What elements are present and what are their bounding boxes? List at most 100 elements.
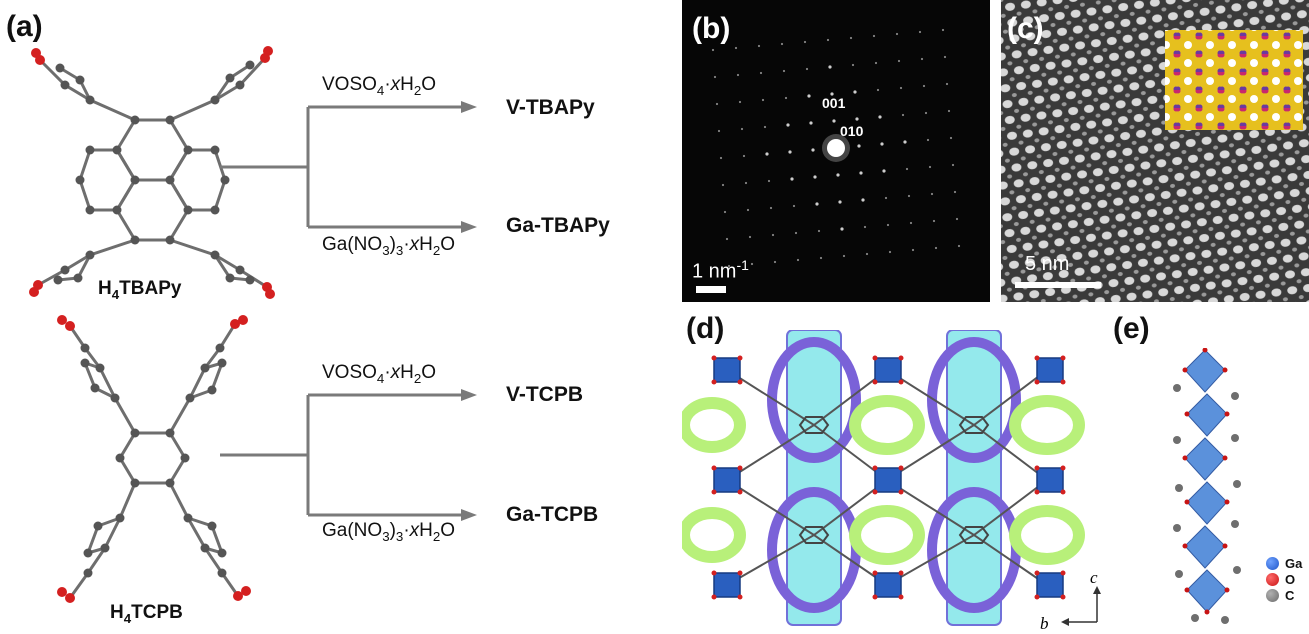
diffraction-spot xyxy=(757,44,761,48)
diffraction-spot xyxy=(809,121,813,125)
diffraction-spot xyxy=(907,194,911,198)
diffraction-spot xyxy=(817,229,821,233)
diffraction-spot xyxy=(786,123,790,127)
panel-a-label: (a) xyxy=(6,10,43,43)
tcpb-sub: 4 xyxy=(123,610,132,626)
scale-text: 1 nm xyxy=(692,260,737,283)
tbapy-rest: TBAPy xyxy=(119,278,182,299)
diffraction-spot xyxy=(746,208,750,212)
panel-c-label: (c) xyxy=(1007,12,1044,45)
product-ga-tbapy: Ga-TBAPy xyxy=(506,214,610,237)
product-ga-tcpb: Ga-TCPB xyxy=(506,503,599,526)
diffraction-scale-label: 1 nm-1 xyxy=(692,257,749,284)
legend-swatch-o xyxy=(1266,572,1279,586)
tbapy-molecule-label: H4TBAPy xyxy=(98,278,181,302)
diffraction-spot xyxy=(876,88,880,92)
product-v-tcpb: V-TCPB xyxy=(506,383,584,406)
hrtem-panel: (c) 5 nm xyxy=(1001,0,1309,302)
diffraction-spot xyxy=(782,69,786,73)
reagent-part: ) xyxy=(389,520,396,541)
diffraction-spot xyxy=(899,86,903,90)
reagent-part: 3 xyxy=(382,528,390,544)
reagent-part: ) xyxy=(389,234,396,255)
diffraction-spot xyxy=(955,217,959,221)
diffraction-spot xyxy=(830,92,834,96)
reagent-part: · xyxy=(384,74,391,95)
reagent-part: VOSO xyxy=(322,362,377,383)
diffraction-spot xyxy=(727,264,731,268)
reagent-part: O xyxy=(421,362,437,383)
diffraction-spot xyxy=(742,154,746,158)
diffraction-spot xyxy=(780,42,784,46)
diffraction-spot xyxy=(957,244,961,248)
diffraction-spot xyxy=(859,171,863,175)
legend-label-c: C xyxy=(1285,587,1295,603)
diffraction-spot xyxy=(861,198,865,202)
diffraction-spot xyxy=(748,235,752,239)
hrtem-scale-label: 5 nm xyxy=(1025,253,1070,275)
diffraction-spot xyxy=(819,256,823,260)
reagent-part: H xyxy=(419,520,433,541)
diffraction-spot xyxy=(725,237,729,241)
diffraction-scale-bar xyxy=(696,286,726,293)
diffraction-spot xyxy=(878,115,882,119)
diffraction-spot xyxy=(903,140,907,144)
reagent-part: H xyxy=(400,74,414,95)
tcpb-rest: TCPB xyxy=(131,602,183,623)
reagent-part: 2 xyxy=(432,242,441,258)
diffraction-spot xyxy=(932,219,936,223)
legend-swatch-c xyxy=(1266,588,1279,602)
vanadyl-reagent-bottom: VOSO4·xH2O xyxy=(322,362,436,386)
reagent-part: H xyxy=(400,362,414,383)
diffraction-spot xyxy=(872,34,876,38)
legend-item-o: O xyxy=(1266,571,1302,587)
diffraction-spot xyxy=(840,227,844,231)
diffraction-spot xyxy=(951,163,955,167)
diffraction-spot xyxy=(744,181,748,185)
reagent-part: x xyxy=(409,520,420,541)
legend-swatch-ga xyxy=(1266,556,1279,570)
diffraction-spot xyxy=(901,113,905,117)
reagent-part: · xyxy=(403,520,410,541)
diffraction-spot xyxy=(836,173,840,177)
diffraction-spot xyxy=(769,206,773,210)
axis-c-label: c xyxy=(1090,568,1098,587)
diffraction-spot xyxy=(884,196,888,200)
legend-item-ga: Ga xyxy=(1266,555,1302,571)
diffraction-spot xyxy=(734,46,738,50)
diffraction-spot xyxy=(765,152,769,156)
diffraction-spot xyxy=(784,96,788,100)
spot-label-010: 010 xyxy=(840,123,864,139)
reagent-part: 3 xyxy=(382,242,390,258)
diffraction-spot xyxy=(761,98,765,102)
diffraction-spot xyxy=(773,260,777,264)
diffraction-spot xyxy=(740,127,744,131)
diffraction-spot xyxy=(886,223,890,227)
diffraction-spot xyxy=(796,258,800,262)
diffraction-spot xyxy=(792,204,796,208)
reagent-part: 3 xyxy=(395,528,404,544)
diffraction-spot xyxy=(811,148,815,152)
diffraction-spot xyxy=(803,40,807,44)
diffraction-spot xyxy=(711,48,715,52)
scale-sup: -1 xyxy=(736,257,749,273)
diffraction-spot xyxy=(934,246,938,250)
reagent-part: 4 xyxy=(376,370,385,386)
axis-b-label: b xyxy=(1040,614,1049,633)
reagent-part: · xyxy=(403,234,410,255)
reagent-part: H xyxy=(419,234,433,255)
tcpb-molecule-structure xyxy=(57,315,251,603)
diffraction-spot xyxy=(922,84,926,88)
vanadyl-reagent-top: VOSO4·xH2O xyxy=(322,74,436,98)
tcpb-molecule-label: H4TCPB xyxy=(110,602,183,626)
diffraction-spot xyxy=(924,111,928,115)
diffraction-spot xyxy=(941,28,945,32)
diffraction-spot xyxy=(853,90,857,94)
diffraction-spot xyxy=(826,38,830,42)
diffraction-spot xyxy=(721,183,725,187)
tbapy-sub: 4 xyxy=(111,286,120,302)
diffraction-spot xyxy=(713,75,717,79)
diffraction-spot xyxy=(788,150,792,154)
diffraction-spot xyxy=(926,138,930,142)
reagent-part: O xyxy=(440,234,456,255)
